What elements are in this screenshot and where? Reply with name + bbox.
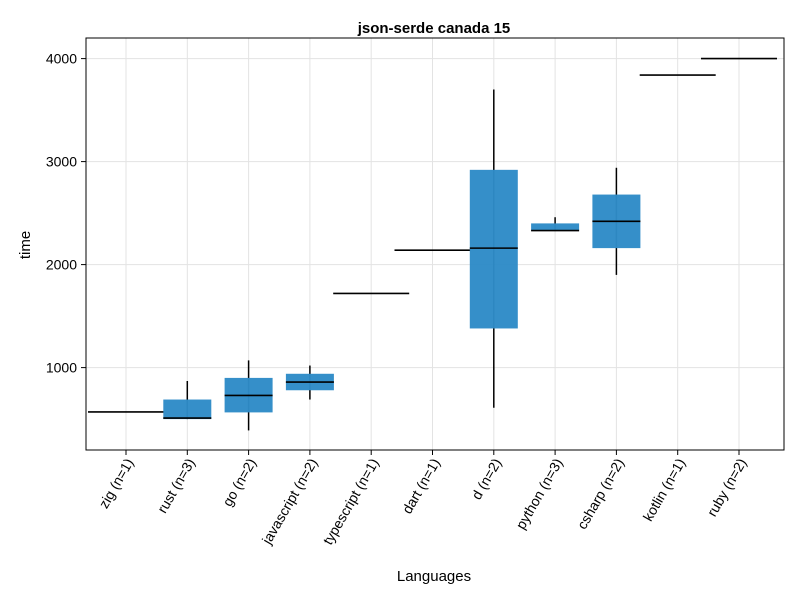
x-tick-label: dart (n=1)	[399, 456, 443, 517]
box-body	[163, 399, 212, 420]
y-tick-label: 3000	[46, 154, 77, 170]
plot-background	[86, 38, 784, 450]
x-tick-label: zig (n=1)	[95, 456, 136, 512]
y-tick-label: 1000	[46, 360, 77, 376]
plot-area: 1000 2000 3000 4000 zig (n=1) rust (n=3) go (n…	[46, 37, 785, 548]
x-tick-label: csharp (n=2)	[574, 456, 627, 532]
x-axis-label: Languages	[397, 568, 471, 585]
x-tick-label: go (n=2)	[219, 456, 259, 510]
x-tick-label: javascript (n=2)	[258, 456, 320, 548]
y-axis-label: time	[17, 231, 34, 259]
y-tick-label: 2000	[46, 257, 77, 273]
chart-title: json-serde canada 15	[357, 20, 511, 37]
box-body	[531, 223, 580, 231]
plot-frame	[85, 37, 785, 451]
x-tick-label: typescript (n=1)	[320, 456, 382, 548]
x-tick-label: python (n=3)	[512, 456, 565, 532]
y-tick-label: 4000	[46, 51, 77, 67]
x-tick-label: rust (n=3)	[154, 456, 198, 516]
x-tick-label: d (n=2)	[468, 456, 504, 503]
x-tick-label: kotlin (n=1)	[640, 456, 689, 524]
x-tick-label: ruby (n=2)	[704, 456, 750, 520]
box-body	[469, 169, 518, 329]
